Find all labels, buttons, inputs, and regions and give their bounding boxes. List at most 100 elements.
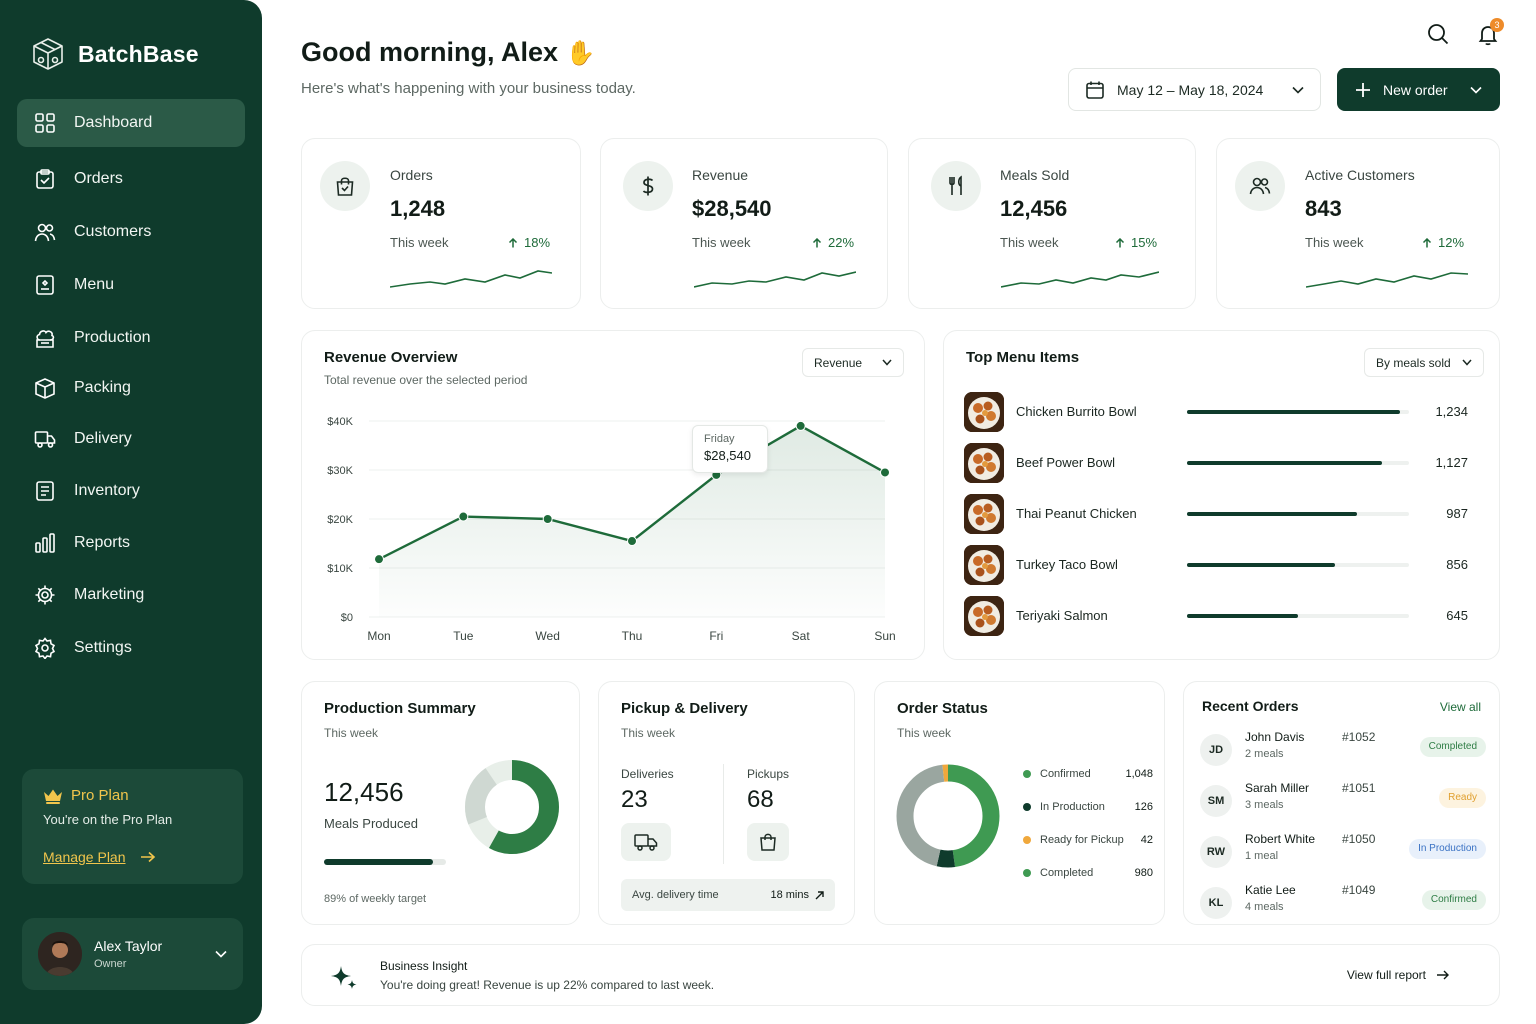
stat-label: Meals Sold xyxy=(1000,167,1070,183)
avg-delivery-label: Avg. delivery time xyxy=(632,889,719,901)
new-order-button[interactable]: New order xyxy=(1337,68,1500,111)
sidebar-item-delivery[interactable]: Delivery xyxy=(17,415,245,463)
brand[interactable]: BatchBase xyxy=(30,36,199,72)
status-badge: Confirmed xyxy=(1421,890,1486,910)
recent-order-row[interactable]: RW Robert White 1 meal #1050 In Producti… xyxy=(1200,832,1486,872)
calendar-icon xyxy=(1086,81,1104,99)
status-badge: In Production xyxy=(1409,839,1486,859)
stat-card-active-customers[interactable]: Active Customers 843 This week 12% xyxy=(1216,138,1500,309)
menu-item-row[interactable]: Thai Peanut Chicken 987 xyxy=(964,494,1468,536)
sidebar-item-reports[interactable]: Reports xyxy=(17,519,245,567)
menu-item-bar xyxy=(1187,614,1409,618)
user-card[interactable]: Alex Taylor Owner xyxy=(22,918,243,990)
data-point[interactable] xyxy=(795,420,806,431)
sidebar-item-production[interactable]: Production xyxy=(17,314,245,362)
card-title: Top Menu Items xyxy=(966,349,1080,366)
menu-item-row[interactable]: Beef Power Bowl 1,127 xyxy=(964,443,1468,485)
arrow-up-icon xyxy=(1422,237,1432,247)
sidebar-item-inventory[interactable]: Inventory xyxy=(17,467,245,515)
x-tick-label: Fri xyxy=(709,629,723,643)
sparkle-icon xyxy=(331,966,357,989)
revenue-metric-select[interactable]: Revenue xyxy=(802,348,904,377)
stat-card-revenue[interactable]: Revenue $28,540 This week 22% xyxy=(600,138,888,309)
stat-delta-value: 15% xyxy=(1131,235,1158,250)
marketing-gear-icon xyxy=(35,585,55,605)
sidebar-item-label: Dashboard xyxy=(74,114,153,131)
data-point[interactable] xyxy=(542,514,553,524)
arrow-up-right-icon xyxy=(815,890,824,899)
stat-period: This week xyxy=(692,235,751,250)
new-order-label: New order xyxy=(1383,81,1448,98)
sidebar-item-settings[interactable]: Settings xyxy=(17,624,245,672)
stat-delta-value: 22% xyxy=(828,235,855,250)
data-point[interactable] xyxy=(627,536,637,547)
arrow-up-icon xyxy=(812,237,822,247)
legend-label: In Production xyxy=(1040,801,1105,813)
date-range-picker[interactable]: May 12 – May 18, 2024 xyxy=(1068,68,1321,111)
chevron-down-icon[interactable] xyxy=(215,950,227,958)
recent-order-row[interactable]: KL Katie Lee 4 meals #1049 Confirmed xyxy=(1200,883,1486,923)
donut-slice[interactable] xyxy=(896,764,1000,868)
stat-card-orders[interactable]: Orders 1,248 This week 18% xyxy=(301,138,581,309)
customer-name: Robert White xyxy=(1245,832,1316,846)
card-title: Pickup & Delivery xyxy=(621,700,748,717)
bag-icon xyxy=(747,823,789,861)
crown-icon xyxy=(44,789,62,804)
recent-order-row[interactable]: SM Sarah Miller 3 meals #1051 Ready xyxy=(1200,781,1486,821)
order-id: #1050 xyxy=(1342,832,1376,846)
stat-value: 12,456 xyxy=(1000,196,1068,221)
pickup-delivery-card: Pickup & Delivery This week Deliveries 2… xyxy=(598,681,855,925)
donut-slice[interactable] xyxy=(896,764,1000,868)
pro-plan-card: Pro Plan You're on the Pro Plan Manage P… xyxy=(22,769,243,884)
menu-item-row[interactable]: Turkey Taco Bowl 856 xyxy=(964,545,1468,587)
view-full-report-link[interactable]: View full report xyxy=(1347,968,1449,982)
card-period: This week xyxy=(897,726,952,740)
sidebar-item-menu[interactable]: Menu xyxy=(17,261,245,309)
sidebar-item-customers[interactable]: Customers xyxy=(17,208,245,256)
dollar-icon xyxy=(623,161,673,211)
bar-chart-icon xyxy=(35,533,55,553)
business-insight-banner: Business Insight You're doing great! Rev… xyxy=(301,944,1500,1006)
food-thumbnail xyxy=(964,596,1004,636)
view-full-report-label: View full report xyxy=(1346,968,1426,982)
menu-item-name: Thai Peanut Chicken xyxy=(1016,506,1137,521)
user-name: Alex Taylor xyxy=(94,938,163,954)
inventory-icon xyxy=(36,481,54,501)
deliveries-value: 23 xyxy=(621,786,648,813)
data-point[interactable] xyxy=(374,554,384,565)
sidebar-item-label: Reports xyxy=(74,534,131,551)
search-icon[interactable] xyxy=(1426,22,1450,46)
donut-slice[interactable] xyxy=(896,764,1000,868)
deliveries-label: Deliveries xyxy=(621,767,674,781)
recent-order-row[interactable]: JD John Davis 2 meals #1052 Completed xyxy=(1200,730,1486,770)
plus-icon xyxy=(1356,82,1370,97)
data-point[interactable] xyxy=(458,511,469,522)
stat-card-meals-sold[interactable]: Meals Sold 12,456 This week 15% xyxy=(908,138,1196,309)
stat-delta: 18% xyxy=(508,235,550,250)
x-tick-label: Thu xyxy=(622,629,643,643)
card-title: Recent Orders xyxy=(1202,698,1299,714)
menu-item-row[interactable]: Chicken Burrito Bowl 1,234 xyxy=(964,392,1468,434)
production-progress xyxy=(324,859,446,865)
sidebar-item-marketing[interactable]: Marketing xyxy=(17,571,245,619)
legend-value: 980 xyxy=(1134,867,1153,879)
sidebar-item-label: Delivery xyxy=(74,430,132,447)
legend-label: Completed xyxy=(1040,867,1094,879)
top-menu-sort-select[interactable]: By meals sold xyxy=(1364,348,1484,377)
legend-item: In Production 126 xyxy=(1023,799,1153,815)
sparkline xyxy=(694,271,856,288)
sidebar-item-dashboard[interactable]: Dashboard xyxy=(17,99,245,147)
menu-item-row[interactable]: Teriyaki Salmon 645 xyxy=(964,596,1468,638)
avg-delivery-time[interactable]: Avg. delivery time 18 mins xyxy=(621,879,835,911)
divider xyxy=(723,764,724,864)
sidebar-item-packing[interactable]: Packing xyxy=(17,364,245,412)
sidebar-item-orders[interactable]: Orders xyxy=(17,155,245,203)
view-all-link[interactable]: View all xyxy=(1439,700,1481,714)
stat-delta: 12% xyxy=(1422,235,1464,250)
y-tick-label: $20K xyxy=(327,514,353,526)
manage-plan-link[interactable]: Manage Plan xyxy=(43,849,222,865)
avatar xyxy=(38,932,82,976)
legend-value: 42 xyxy=(1140,834,1153,846)
data-point[interactable] xyxy=(880,467,890,478)
bell-icon[interactable] xyxy=(1476,22,1500,46)
